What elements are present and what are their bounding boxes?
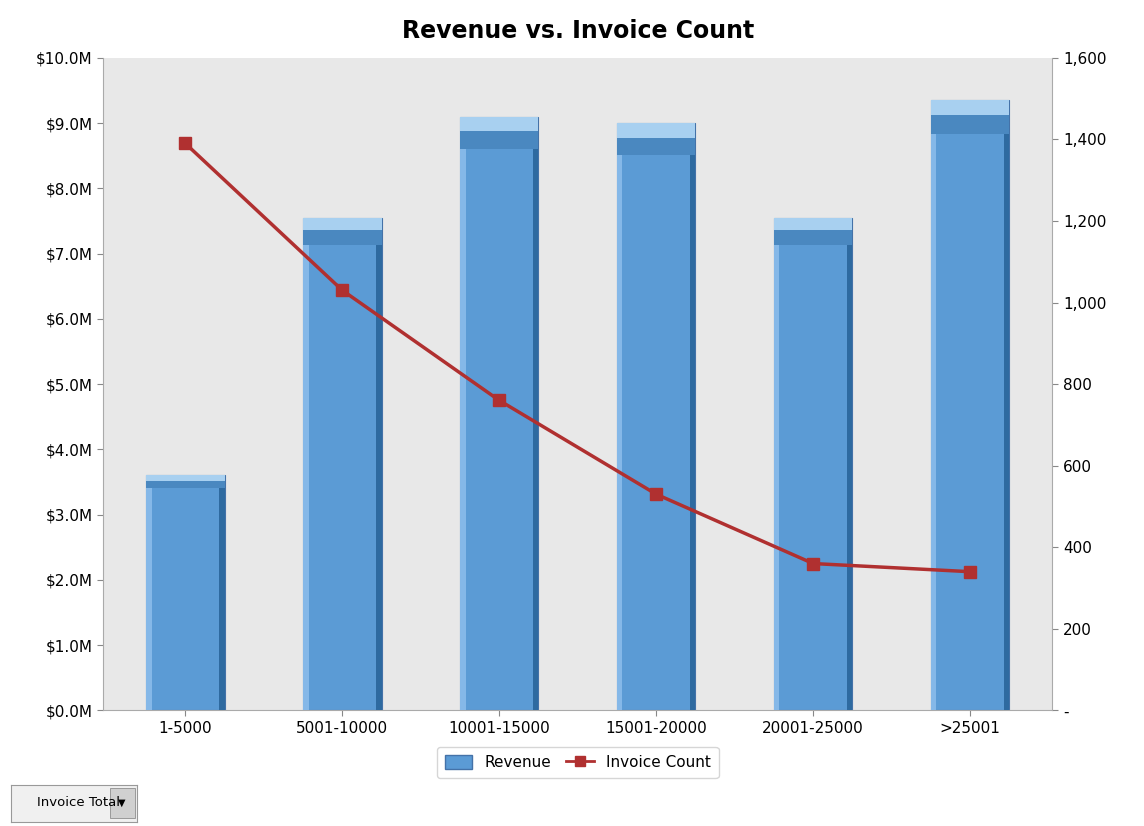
Bar bbox=[533, 116, 539, 710]
Bar bbox=[1003, 100, 1009, 710]
Bar bbox=[146, 476, 224, 710]
Bar bbox=[931, 100, 1009, 116]
Text: Invoice Total: Invoice Total bbox=[37, 796, 120, 809]
Bar bbox=[303, 218, 309, 710]
Bar bbox=[617, 138, 696, 155]
Bar bbox=[690, 123, 696, 710]
Bar bbox=[303, 218, 382, 230]
Bar bbox=[773, 218, 779, 710]
Legend: Revenue, Invoice Count: Revenue, Invoice Count bbox=[437, 748, 718, 778]
Bar bbox=[146, 476, 152, 710]
Bar bbox=[376, 218, 382, 710]
Bar bbox=[220, 476, 224, 710]
Bar bbox=[460, 116, 539, 710]
Bar bbox=[460, 131, 539, 150]
Bar bbox=[146, 482, 224, 488]
Text: ▼: ▼ bbox=[119, 798, 126, 808]
Bar bbox=[931, 100, 1009, 710]
Bar bbox=[773, 218, 852, 710]
Bar bbox=[617, 123, 696, 710]
Bar bbox=[931, 100, 936, 710]
Bar bbox=[773, 230, 852, 244]
Bar bbox=[773, 218, 852, 230]
Title: Revenue vs. Invoice Count: Revenue vs. Invoice Count bbox=[402, 19, 754, 44]
Bar bbox=[303, 218, 382, 710]
Bar bbox=[617, 123, 696, 138]
Bar bbox=[110, 788, 135, 818]
Bar bbox=[460, 116, 466, 710]
Bar bbox=[303, 230, 382, 244]
Bar bbox=[146, 476, 224, 482]
Bar bbox=[847, 218, 852, 710]
Bar bbox=[617, 123, 622, 710]
Bar bbox=[931, 116, 1009, 134]
Bar bbox=[460, 116, 539, 131]
